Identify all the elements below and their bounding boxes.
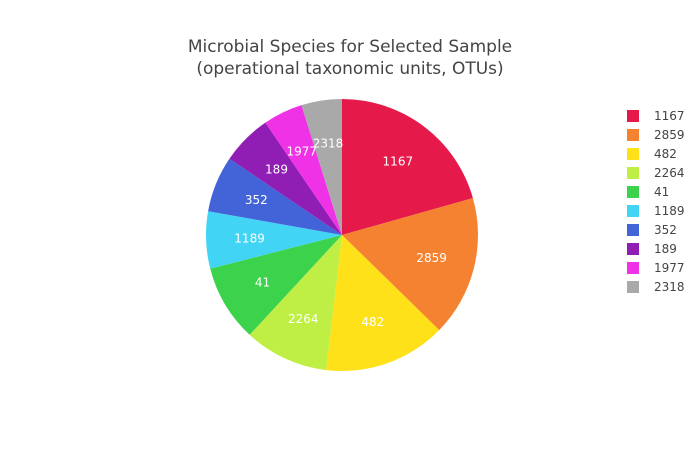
slice-label-1189: 1189 bbox=[234, 231, 265, 245]
legend-item-189[interactable]: 189 bbox=[627, 239, 685, 258]
legend-label: 2859 bbox=[654, 127, 685, 142]
legend-item-1167[interactable]: 1167 bbox=[627, 106, 685, 125]
slice-label-482: 482 bbox=[361, 315, 384, 329]
pie-slice-2264[interactable] bbox=[249, 235, 342, 371]
legend-item-352[interactable]: 352 bbox=[627, 220, 685, 239]
pie-slice-352[interactable] bbox=[208, 158, 342, 235]
slice-label-1977: 1977 bbox=[286, 145, 317, 159]
legend-swatch bbox=[627, 185, 639, 198]
slice-label-352: 352 bbox=[245, 193, 268, 207]
slice-label-189: 189 bbox=[265, 163, 288, 177]
slice-label-2859: 2859 bbox=[416, 251, 447, 265]
legend: 1167 2859 482 2264 41 1189 352 189 1977 2318 bbox=[627, 106, 685, 296]
legend-item-1977[interactable]: 1977 bbox=[627, 258, 685, 277]
legend-swatch bbox=[627, 109, 639, 122]
legend-label: 2264 bbox=[654, 165, 685, 180]
legend-item-1189[interactable]: 1189 bbox=[627, 201, 685, 220]
legend-label: 482 bbox=[654, 146, 677, 161]
slice-label-2264: 2264 bbox=[288, 312, 319, 326]
legend-label: 189 bbox=[654, 241, 677, 256]
legend-item-41[interactable]: 41 bbox=[627, 182, 685, 201]
legend-label: 1977 bbox=[654, 260, 685, 275]
legend-label: 41 bbox=[654, 184, 670, 199]
legend-label: 1189 bbox=[654, 203, 685, 218]
legend-swatch bbox=[627, 166, 639, 179]
legend-swatch bbox=[627, 204, 639, 217]
chart-title: Microbial Species for Selected Sample (o… bbox=[0, 36, 700, 80]
legend-swatch bbox=[627, 147, 639, 160]
pie-slice-2859[interactable] bbox=[342, 198, 479, 331]
pie-slice-1977[interactable] bbox=[265, 105, 342, 235]
legend-swatch bbox=[627, 280, 639, 293]
pie-slice-1189[interactable] bbox=[205, 211, 342, 269]
legend-item-2318[interactable]: 2318 bbox=[627, 277, 685, 296]
chart-subtitle: (operational taxonomic units, OTUs) bbox=[196, 59, 504, 79]
pie-slice-482[interactable] bbox=[326, 235, 440, 371]
pie-slice-41[interactable] bbox=[210, 235, 342, 335]
slice-label-2318: 2318 bbox=[313, 137, 344, 151]
pie-slice-2318[interactable] bbox=[301, 99, 342, 235]
legend-label: 1167 bbox=[654, 108, 685, 123]
pie-slice-189[interactable] bbox=[229, 122, 342, 235]
pie-slices bbox=[205, 99, 479, 371]
legend-label: 2318 bbox=[654, 279, 685, 294]
legend-item-2859[interactable]: 2859 bbox=[627, 125, 685, 144]
legend-item-482[interactable]: 482 bbox=[627, 144, 685, 163]
slice-label-41: 41 bbox=[255, 275, 270, 289]
legend-swatch bbox=[627, 261, 639, 274]
slice-label-1167: 1167 bbox=[383, 154, 414, 168]
legend-label: 352 bbox=[654, 222, 677, 237]
pie-slice-1167[interactable] bbox=[342, 99, 473, 235]
legend-swatch bbox=[627, 128, 639, 141]
legend-swatch bbox=[627, 242, 639, 255]
chart-title-line1: Microbial Species for Selected Sample bbox=[187, 37, 513, 57]
legend-item-2264[interactable]: 2264 bbox=[627, 163, 685, 182]
legend-swatch bbox=[627, 223, 639, 236]
